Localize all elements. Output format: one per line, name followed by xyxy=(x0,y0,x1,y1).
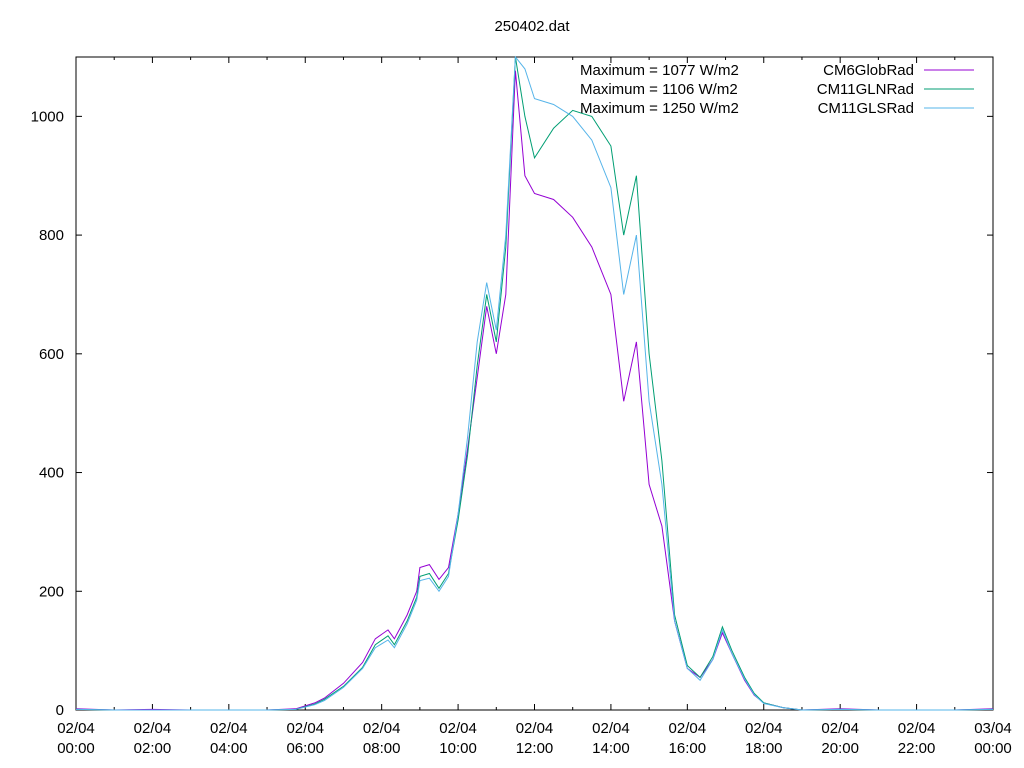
x-tick-label-date: 02/04 xyxy=(592,720,630,737)
x-tick-label-time: 04:00 xyxy=(210,740,248,757)
x-tick-label-time: 18:00 xyxy=(745,740,783,757)
y-tick-label: 200 xyxy=(39,583,64,600)
x-axis: 02/04 00:00 02/04 02:00 02/04 04:00 02/04 06:00… xyxy=(57,57,1012,757)
x-tick-label-time: 00:00 xyxy=(974,740,1012,757)
y-tick-label: 0 xyxy=(56,702,64,719)
series-line-CM11GLSRad xyxy=(75,55,994,711)
legend-label: CM11GLNRad xyxy=(817,81,914,98)
y-tick-label: 600 xyxy=(39,346,64,363)
x-tick-label-date: 02/04 xyxy=(898,720,936,737)
y-tick-label: 800 xyxy=(39,227,64,244)
x-tick-label-time: 22:00 xyxy=(898,740,936,757)
x-tick-label-time: 14:00 xyxy=(592,740,630,757)
series-line-CM6GlobRad xyxy=(75,70,994,711)
x-tick-label-time: 16:00 xyxy=(669,740,707,757)
max-annotations: Maximum = 1077 W/m2 Maximum = 1106 W/m2 Ma… xyxy=(580,62,739,117)
max-annotation: Maximum = 1077 W/m2 xyxy=(580,62,739,79)
x-tick-label-date: 02/04 xyxy=(669,720,707,737)
legend-label: CM11GLSRad xyxy=(818,100,914,117)
x-tick-label-date: 02/04 xyxy=(286,720,324,737)
x-tick-label-date: 02/04 xyxy=(363,720,401,737)
x-tick-label-time: 08:00 xyxy=(363,740,401,757)
x-tick-label-date: 02/04 xyxy=(745,720,783,737)
x-tick-label-date: 02/04 xyxy=(821,720,859,737)
x-tick-label-time: 06:00 xyxy=(286,740,324,757)
legend-label: CM6GlobRad xyxy=(823,62,914,79)
x-tick-label-date: 02/04 xyxy=(439,720,477,737)
plot-border xyxy=(75,56,994,711)
x-tick-label-date: 02/04 xyxy=(516,720,554,737)
x-tick-label-time: 20:00 xyxy=(821,740,859,757)
x-tick-label-date: 02/04 xyxy=(134,720,172,737)
x-tick-label-time: 02:00 xyxy=(134,740,172,757)
y-axis: 0 200 400 600 800 1000 xyxy=(31,108,993,719)
series-layer xyxy=(75,55,994,711)
chart-title: 250402.dat xyxy=(494,18,570,35)
x-tick-label-date: 02/04 xyxy=(210,720,248,737)
y-tick-label: 1000 xyxy=(31,108,64,125)
legend: CM6GlobRad CM11GLNRad CM11GLSRad xyxy=(817,62,974,117)
max-annotation: Maximum = 1106 W/m2 xyxy=(580,81,738,98)
max-annotation: Maximum = 1250 W/m2 xyxy=(580,100,739,117)
x-tick-label-date: 02/04 xyxy=(57,720,95,737)
x-tick-label-time: 10:00 xyxy=(439,740,477,757)
x-tick-label-date: 03/04 xyxy=(974,720,1012,737)
x-tick-label-time: 12:00 xyxy=(516,740,554,757)
series-line-CM11GLNRad xyxy=(75,56,994,711)
x-tick-label-time: 00:00 xyxy=(57,740,95,757)
y-tick-label: 400 xyxy=(39,465,64,482)
